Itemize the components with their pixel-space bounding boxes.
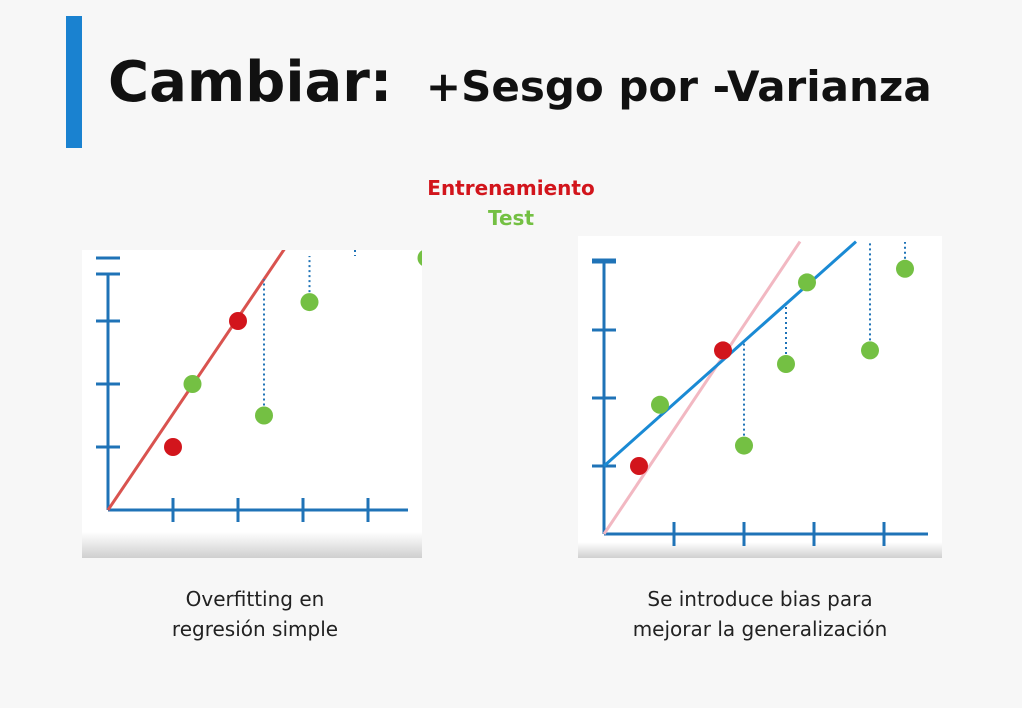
- bias-chart: [578, 236, 942, 558]
- test-point: [896, 259, 914, 278]
- caption-bias: Se introduce bias para mejorar la genera…: [578, 584, 942, 644]
- plot-background: [578, 236, 942, 558]
- panel-overfitting: [82, 250, 422, 558]
- plot-floor-shade: [578, 542, 942, 558]
- test-point: [735, 436, 753, 455]
- title-main: Cambiar:: [108, 50, 393, 115]
- fit-line: [106, 250, 286, 511]
- title-accent-bar: [66, 16, 82, 148]
- test-point: [651, 395, 669, 414]
- title-sub: +Sesgo por -Varianza: [425, 62, 932, 111]
- reference-fit-line: [602, 240, 802, 535]
- legend-test: Test: [487, 206, 534, 230]
- test-point: [255, 406, 273, 425]
- test-point: [777, 355, 795, 373]
- caption-bias-line1: Se introduce bias para: [647, 587, 873, 611]
- caption-bias-line2: mejorar la generalización: [632, 617, 888, 641]
- plot-background: [82, 250, 422, 558]
- test-point: [861, 341, 879, 360]
- test-point: [798, 273, 816, 292]
- overfitting-chart: [82, 250, 422, 558]
- test-point: [300, 293, 319, 312]
- training-point: [164, 438, 182, 456]
- caption-overfitting: Overfitting en regresión simple: [82, 584, 428, 644]
- panel-bias: [578, 236, 942, 558]
- caption-overfitting-line2: regresión simple: [171, 617, 339, 641]
- slide-title: Cambiar: +Sesgo por -Varianza: [108, 50, 932, 115]
- training-point: [714, 341, 732, 360]
- test-point: [183, 375, 202, 393]
- legend-training: Entrenamiento: [427, 176, 595, 200]
- training-point: [630, 457, 648, 475]
- plot-floor-shade: [82, 532, 422, 558]
- caption-overfitting-line1: Overfitting en: [185, 587, 325, 611]
- test-point: [417, 250, 422, 266]
- training-point: [229, 312, 247, 330]
